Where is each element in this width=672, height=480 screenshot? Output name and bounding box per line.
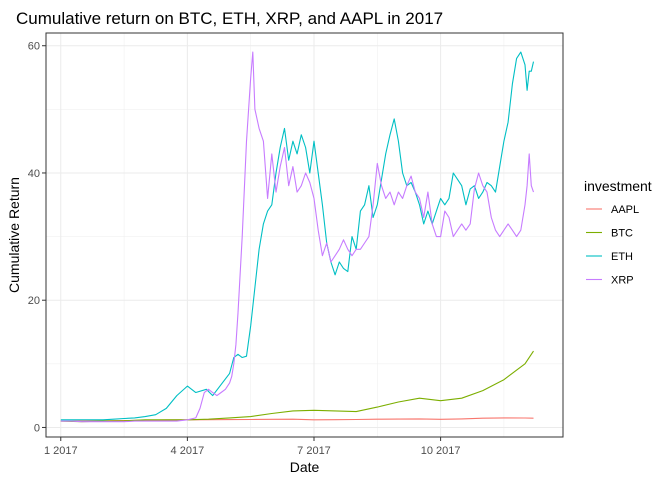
- legend-item-eth: ETH: [584, 246, 633, 266]
- legend-item-xrp: XRP: [584, 269, 634, 290]
- legend-label-aapl: AAPL: [611, 204, 639, 216]
- y-axis: 0 20 40 60: [28, 41, 46, 434]
- grid-major: [46, 33, 563, 437]
- series-line-btc: [60, 350, 534, 423]
- x-tick-label-0: 1 2017: [44, 445, 78, 457]
- y-tick-label-3: 60: [28, 41, 40, 53]
- legend-title: investment: [584, 178, 652, 194]
- legend-item-btc: BTC: [584, 222, 633, 243]
- y-tick-label-0: 0: [34, 422, 40, 434]
- series-line-xrp: [60, 51, 535, 423]
- legend-label-eth: ETH: [611, 251, 633, 263]
- legend: investment AAPL BTC ETH XRP: [584, 178, 652, 290]
- y-tick-label-2: 40: [28, 168, 40, 180]
- grid-minor: [46, 33, 563, 437]
- x-axis: 1 2017 4 2017 7 2017 10 2017: [44, 437, 461, 457]
- legend-label-btc: BTC: [611, 228, 633, 240]
- x-tick-label-1: 4 2017: [171, 445, 205, 457]
- legend-item-aapl: AAPL: [584, 199, 639, 219]
- series-lines: [60, 51, 535, 423]
- legend-label-xrp: XRP: [611, 275, 634, 287]
- y-axis-title: Cumulative Return: [6, 177, 22, 293]
- series-line-eth: [60, 51, 535, 421]
- plot-border: [45, 32, 564, 438]
- chart-title: Cumulative return on BTC, ETH, XRP, and …: [16, 9, 443, 28]
- y-tick-label-1: 20: [28, 295, 40, 307]
- x-tick-label-2: 7 2017: [297, 445, 331, 457]
- x-axis-title: Date: [290, 459, 320, 475]
- plot-panel: [46, 33, 563, 437]
- x-tick-label-3: 10 2017: [421, 445, 461, 457]
